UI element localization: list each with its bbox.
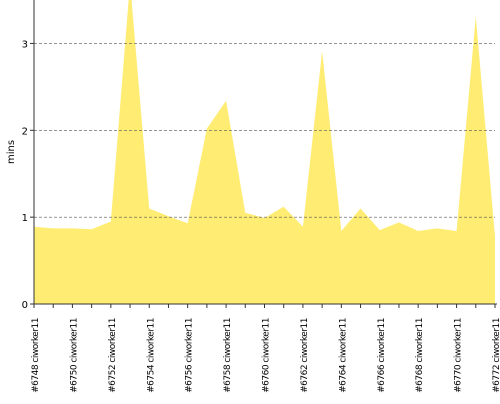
x-tick-label: #6764 ciworker11 — [338, 318, 348, 393]
x-tick-label: #6748 ciworker11 — [31, 318, 41, 393]
x-tick-label: #6752 ciworker11 — [108, 318, 118, 393]
y-tick-label: 2 — [22, 126, 28, 137]
x-tick-label: #6750 ciworker11 — [69, 318, 79, 393]
y-axis-label: mins — [6, 140, 17, 164]
x-tick-label: #6760 ciworker11 — [262, 318, 272, 393]
y-tick-label: 1 — [22, 213, 28, 224]
x-tick-label: #6758 ciworker11 — [223, 318, 233, 393]
x-tick-label: #6768 ciworker11 — [415, 318, 425, 393]
x-tick-label: #6754 ciworker11 — [146, 318, 156, 393]
y-tick-label: 3 — [22, 39, 28, 50]
x-tick-label: #6756 ciworker11 — [185, 318, 195, 393]
x-tick-label: #6772 ciworker11 — [492, 318, 500, 393]
x-tick-label: #6770 ciworker11 — [454, 318, 464, 393]
x-tick-label: #6762 ciworker11 — [300, 318, 310, 393]
area — [34, 0, 495, 304]
y-tick-label: 0 — [22, 300, 28, 311]
x-tick-label: #6766 ciworker11 — [377, 318, 387, 393]
